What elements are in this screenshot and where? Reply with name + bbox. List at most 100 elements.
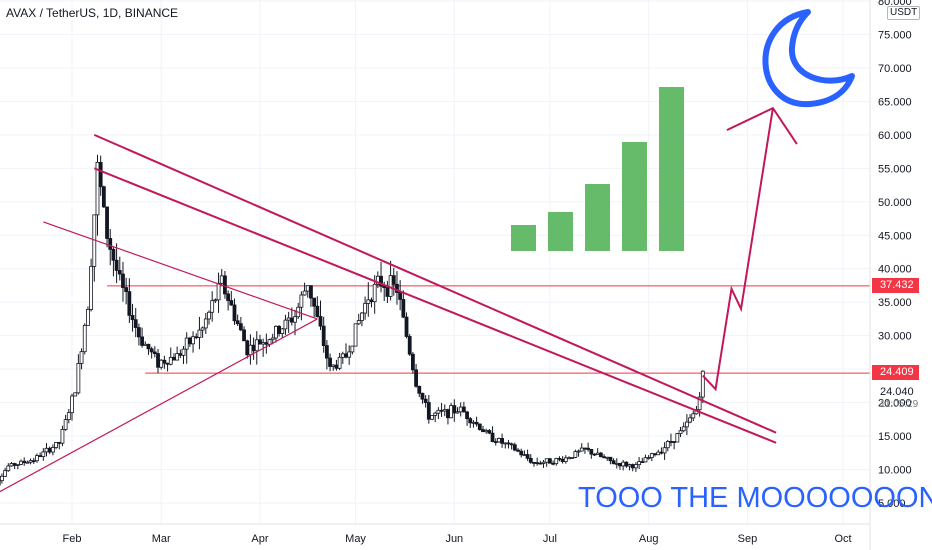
candle-body: [532, 461, 536, 464]
candle-body: [417, 385, 422, 394]
candle-body: [274, 325, 278, 339]
y-tick-label: 20.000: [878, 398, 912, 410]
candle-body: [665, 441, 670, 449]
y-tick-label: 35.000: [878, 297, 912, 309]
candle-body: [219, 275, 224, 284]
candle-body: [659, 451, 664, 454]
candle-body: [347, 351, 352, 358]
candle-body: [254, 339, 259, 352]
candle-body: [497, 438, 501, 443]
candle-body: [89, 265, 94, 310]
candle-body: [203, 318, 208, 329]
candle-body: [583, 447, 587, 450]
growth-bar: [659, 87, 684, 251]
candle-body: [133, 319, 138, 328]
candle-body: [611, 460, 616, 465]
x-tick-label: Apr: [251, 533, 268, 545]
trendline: [93, 133, 777, 434]
candle-body: [669, 441, 673, 443]
candle-body: [614, 462, 619, 465]
candle-body: [477, 423, 482, 430]
candle-body: [149, 348, 154, 353]
candle-body: [649, 453, 654, 458]
candle-body: [31, 460, 36, 463]
candle-body: [691, 413, 696, 419]
candle-body: [293, 316, 297, 323]
candle-body: [436, 409, 441, 414]
y-tick-label: 65.000: [878, 96, 912, 108]
candle-body: [541, 461, 546, 464]
candle-body: [340, 353, 345, 358]
candle-body: [137, 327, 141, 338]
candle-body: [98, 161, 103, 188]
candle-body: [423, 398, 428, 403]
candle-body: [213, 299, 218, 302]
candle-body: [554, 458, 559, 465]
time-axis[interactable]: Feb Mar Apr May Jun Jul Aug Sep Oct: [0, 523, 870, 545]
candle-body: [363, 303, 368, 314]
candle-body: [321, 325, 326, 346]
candle-body: [73, 392, 78, 397]
candle-body: [315, 305, 320, 317]
symbol-title: AVAX / TetherUS, 1D, BINANCE: [6, 6, 179, 20]
candle-body: [481, 429, 485, 433]
bar-countdown: 11:05:29: [880, 398, 919, 410]
candle-body: [152, 351, 157, 354]
candle-body: [430, 415, 434, 420]
candle-body: [344, 353, 348, 358]
candle-body: [184, 337, 189, 350]
price-axis[interactable]: 5.00010.00015.00020.00025.00030.00035.00…: [869, 0, 912, 550]
candle-body: [503, 442, 508, 445]
candle-body: [592, 453, 597, 456]
trendline: [93, 167, 777, 444]
candle-body: [19, 460, 23, 465]
projection-arrowhead: [726, 106, 798, 145]
y-tick-label: 50.000: [878, 197, 912, 209]
candle-body: [165, 362, 170, 365]
moon-banner-text: TOOO THE MOOOOOOON: [578, 482, 932, 514]
candle-body: [407, 336, 412, 355]
candle-body: [15, 463, 20, 466]
candle-body: [283, 319, 288, 330]
candle-body: [194, 336, 199, 339]
candle-body: [226, 293, 231, 301]
candle-body: [484, 430, 489, 433]
candle-body: [414, 369, 418, 387]
candle-body: [162, 359, 167, 364]
trendlines: [0, 133, 777, 493]
candle-body: [238, 323, 243, 331]
candle-body: [124, 287, 129, 292]
candle-body: [264, 342, 269, 345]
candle-body: [634, 464, 638, 469]
candle-body: [121, 273, 125, 288]
candle-body: [567, 457, 571, 460]
candle-body: [28, 460, 33, 463]
candle-body: [388, 275, 393, 297]
candle-body: [108, 238, 113, 250]
candle-body: [560, 458, 565, 462]
candle-body: [270, 337, 275, 341]
candle-body: [398, 292, 403, 300]
candle-body: [286, 317, 291, 321]
candle-body: [6, 465, 11, 472]
candle-body: [324, 345, 329, 359]
y-tick-label: 5.000: [878, 498, 906, 510]
candle-body: [63, 419, 68, 430]
candle-body: [468, 418, 473, 424]
candle-body: [47, 447, 52, 453]
candle-body: [197, 329, 202, 338]
y-tick-label: 60.000: [878, 130, 912, 142]
candle-body: [251, 344, 256, 352]
candle-body: [79, 351, 84, 364]
candle-body: [207, 311, 211, 320]
trendline: [43, 221, 318, 320]
candle-body: [175, 353, 180, 361]
candle-body: [12, 463, 17, 466]
candle-body: [366, 299, 371, 304]
candle-body: [223, 275, 227, 295]
trendline: [0, 318, 318, 493]
candle-body: [395, 283, 399, 293]
candle-body: [487, 430, 492, 434]
candle-body: [595, 452, 600, 456]
